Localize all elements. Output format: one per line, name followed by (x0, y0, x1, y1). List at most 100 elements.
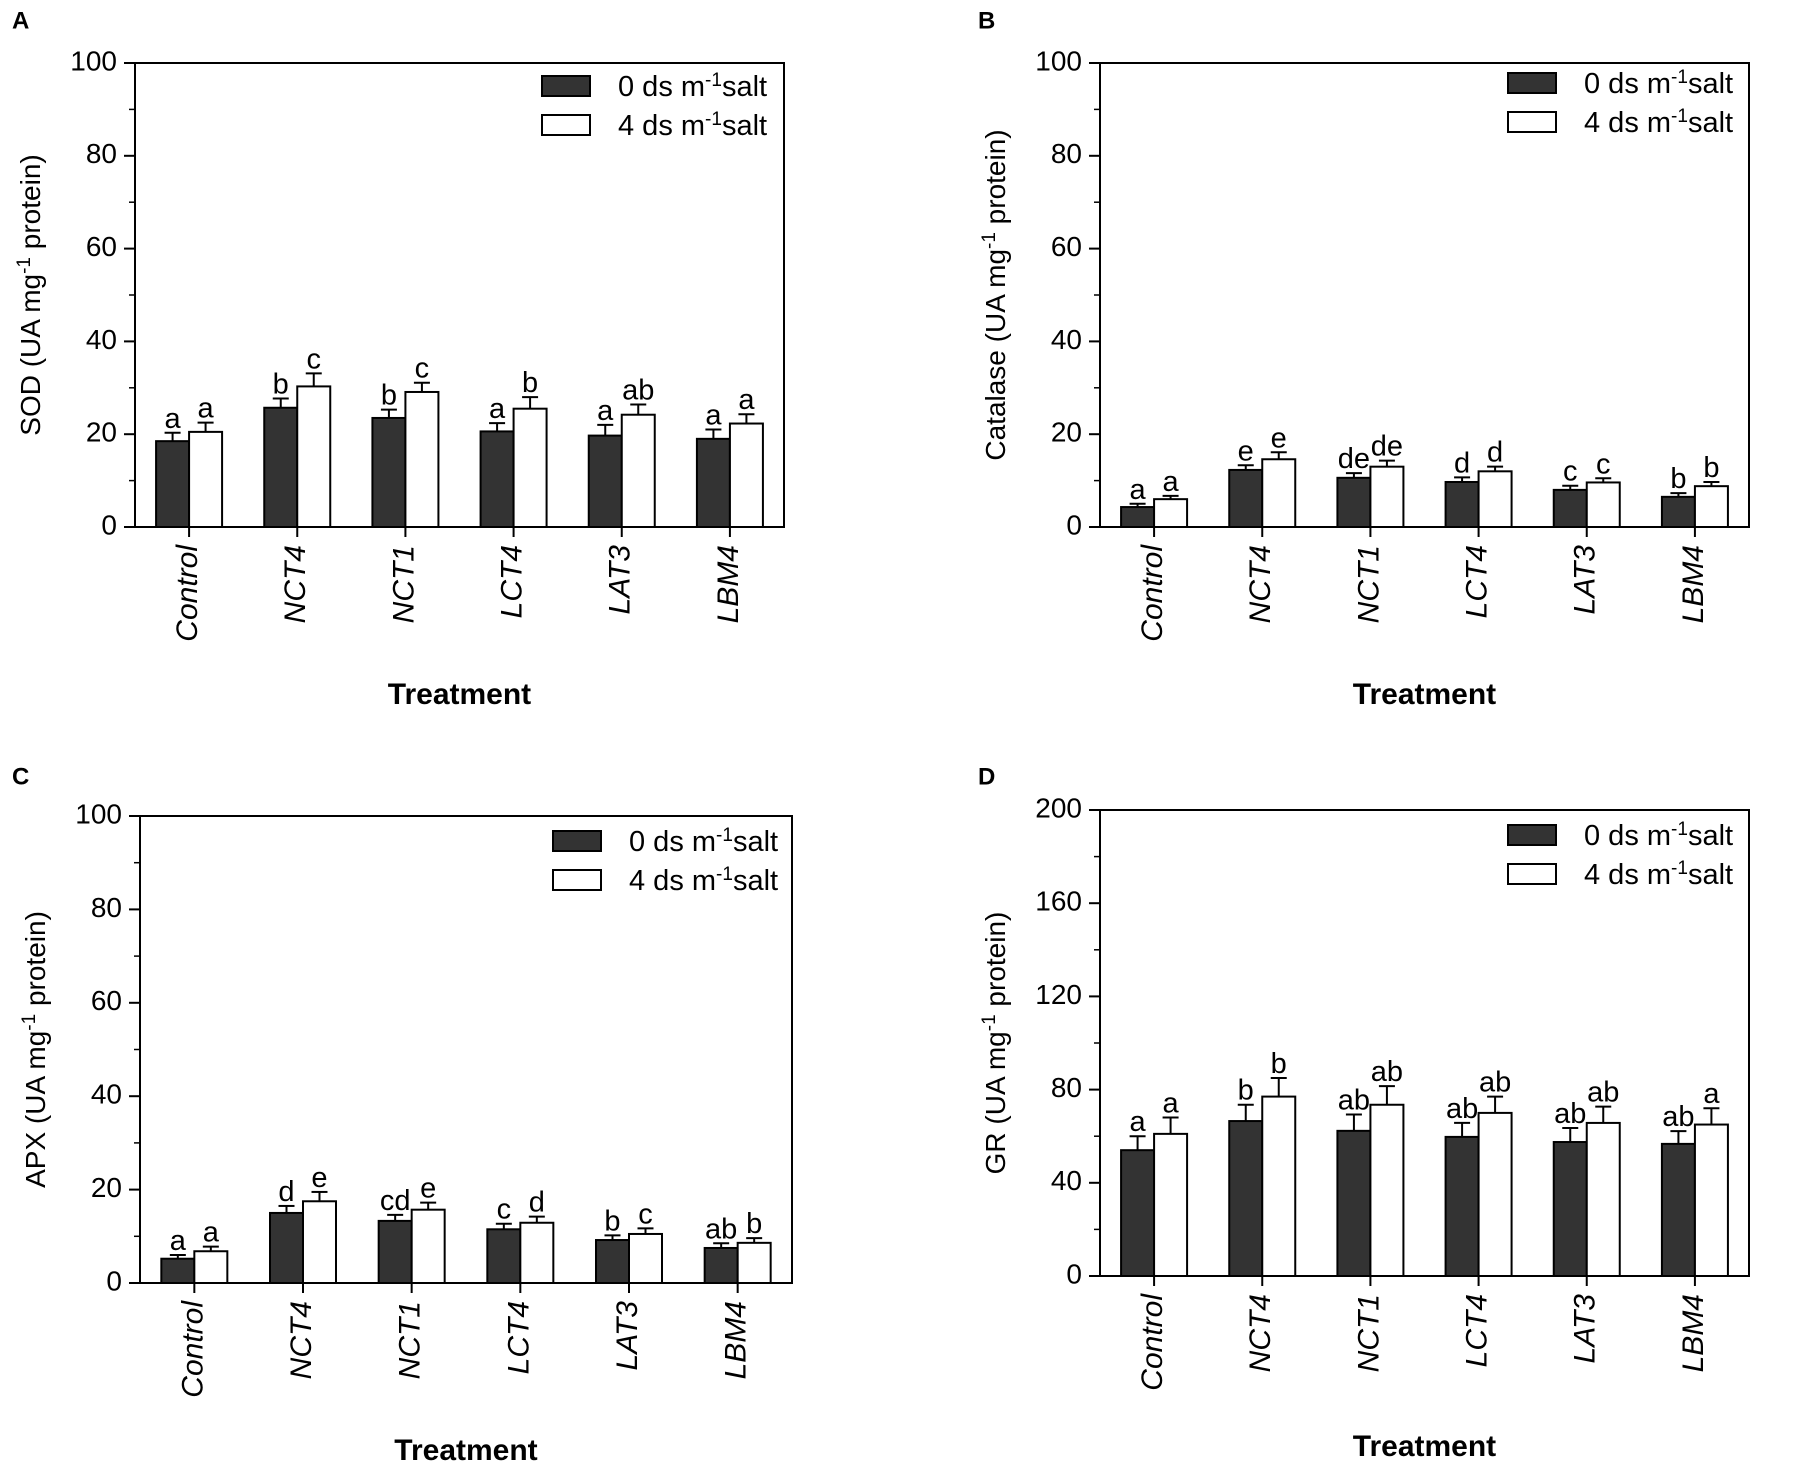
significance-letter: a (1163, 1088, 1180, 1120)
bar-salt4 (1261, 1095, 1297, 1277)
significance-letter: a (489, 393, 506, 425)
y-tick-label: 60 (86, 231, 117, 262)
category-label: LCT4 (496, 545, 529, 618)
significance-letter: cd (380, 1185, 411, 1217)
legend-swatch-salt4 (1507, 111, 1557, 133)
x-axis-label: Treatment (394, 1434, 537, 1467)
significance-letter: a (1163, 466, 1180, 498)
significance-letter: ab (1446, 1093, 1478, 1125)
significance-letter: b (522, 367, 538, 399)
bar-salt4 (404, 390, 440, 529)
significance-letter: a (165, 403, 182, 435)
legend-label-salt0: 0 ds m-1salt (1584, 819, 1733, 853)
significance-letter: a (738, 384, 755, 416)
panel-D: D 0 40 80 120 160 200 GR (UA mg-1 protein) Treat… (978, 763, 1750, 1463)
significance-letter: b (1271, 1048, 1287, 1080)
category-label: LCT4 (502, 1301, 535, 1374)
significance-letter: d (278, 1176, 294, 1208)
panel-C: C 0 20 40 60 80 100 APX (UA mg-1 protein) Treatm… (12, 763, 793, 1467)
bar-salt0 (1336, 1129, 1372, 1277)
bar-salt4 (628, 1232, 663, 1284)
significance-letter: ab (1587, 1077, 1619, 1109)
legend-label-salt4: 4 ds m-1salt (629, 864, 778, 898)
significance-letter: b (273, 368, 289, 400)
bar-salt4 (1153, 498, 1189, 529)
bar-salt0 (695, 437, 731, 528)
significance-letter: a (170, 1225, 187, 1257)
category-label: NCT1 (1352, 545, 1385, 623)
legend-swatch-salt0 (1507, 72, 1557, 94)
y-tick-label: 100 (70, 45, 117, 76)
bar-salt4 (193, 1250, 229, 1285)
y-tick-label: 80 (91, 892, 122, 923)
bar-salt0 (1228, 468, 1264, 529)
bar-salt4 (519, 1221, 555, 1284)
category-label: LAT3 (604, 545, 637, 615)
legend-swatch-salt0 (552, 830, 602, 852)
bar-salt4 (296, 385, 332, 528)
bar-salt0 (1336, 476, 1372, 529)
significance-letter: de (1338, 443, 1370, 475)
bar-salt4 (1477, 470, 1513, 529)
y-tick-label: 80 (86, 138, 117, 169)
bar-salt0 (160, 1257, 196, 1284)
bar-salt0 (263, 406, 299, 529)
y-tick-label: 20 (1051, 417, 1082, 448)
bar-salt0 (595, 1239, 630, 1285)
panel-label: D (978, 763, 995, 790)
category-label: LAT3 (1569, 545, 1602, 615)
panel-label: B (978, 7, 995, 34)
significance-letter: a (1130, 1106, 1147, 1138)
bar-salt4 (1369, 1103, 1405, 1277)
category-label: NCT4 (1244, 1294, 1277, 1372)
category-label: LBM4 (1677, 1294, 1710, 1372)
significance-letter: ab (705, 1213, 737, 1245)
significance-letter: a (203, 1217, 220, 1249)
significance-letter: d (1487, 437, 1503, 469)
bar-salt0 (1120, 506, 1156, 529)
significance-letter: ab (622, 375, 654, 407)
x-axis-label: Treatment (388, 678, 531, 711)
bar-salt0 (1552, 1141, 1588, 1278)
bar-salt4 (736, 1241, 772, 1285)
y-tick-label: 100 (1035, 45, 1082, 76)
y-tick-label: 0 (1066, 1258, 1082, 1289)
bar-salt4 (1261, 458, 1297, 529)
significance-letter: b (1670, 463, 1686, 495)
category-label: LBM4 (712, 545, 745, 623)
legend-label-salt0: 0 ds m-1salt (618, 70, 767, 104)
significance-letter: c (497, 1194, 512, 1226)
y-tick-label: 40 (1051, 1165, 1082, 1196)
bar-salt0 (1120, 1149, 1156, 1278)
bar-salt4 (1153, 1132, 1189, 1277)
category-label: NCT4 (1244, 545, 1277, 623)
panel-label: C (12, 763, 29, 790)
legend-swatch-salt0 (541, 75, 591, 97)
y-tick-label: 60 (91, 985, 122, 1016)
legend-label-salt4: 4 ds m-1salt (1584, 106, 1733, 140)
bar-salt0 (1444, 1135, 1480, 1278)
significance-letter: de (1371, 431, 1403, 463)
y-tick-label: 20 (86, 417, 117, 448)
significance-letter: a (1130, 474, 1147, 506)
category-label: Control (1136, 544, 1169, 642)
significance-letter: ab (1662, 1101, 1694, 1133)
significance-letter: d (1454, 447, 1470, 479)
legend-swatch-salt4 (541, 114, 591, 136)
significance-letter: ab (1554, 1098, 1586, 1130)
significance-letter: c (415, 353, 430, 385)
bar-salt0 (703, 1246, 739, 1284)
bar-salt4 (1585, 1121, 1621, 1277)
category-label: Control (1136, 1293, 1169, 1391)
bar-salt4 (1369, 465, 1405, 528)
bar-salt4 (620, 413, 656, 529)
y-tick-label: 0 (101, 509, 117, 540)
significance-letter: c (307, 343, 322, 375)
category-label: LBM4 (1677, 545, 1710, 623)
category-label: LCT4 (1461, 1294, 1494, 1367)
significance-letter: ab (1479, 1067, 1511, 1099)
category-label: NCT4 (279, 545, 312, 623)
bar-salt0 (155, 440, 191, 528)
bar-salt0 (1660, 495, 1696, 528)
